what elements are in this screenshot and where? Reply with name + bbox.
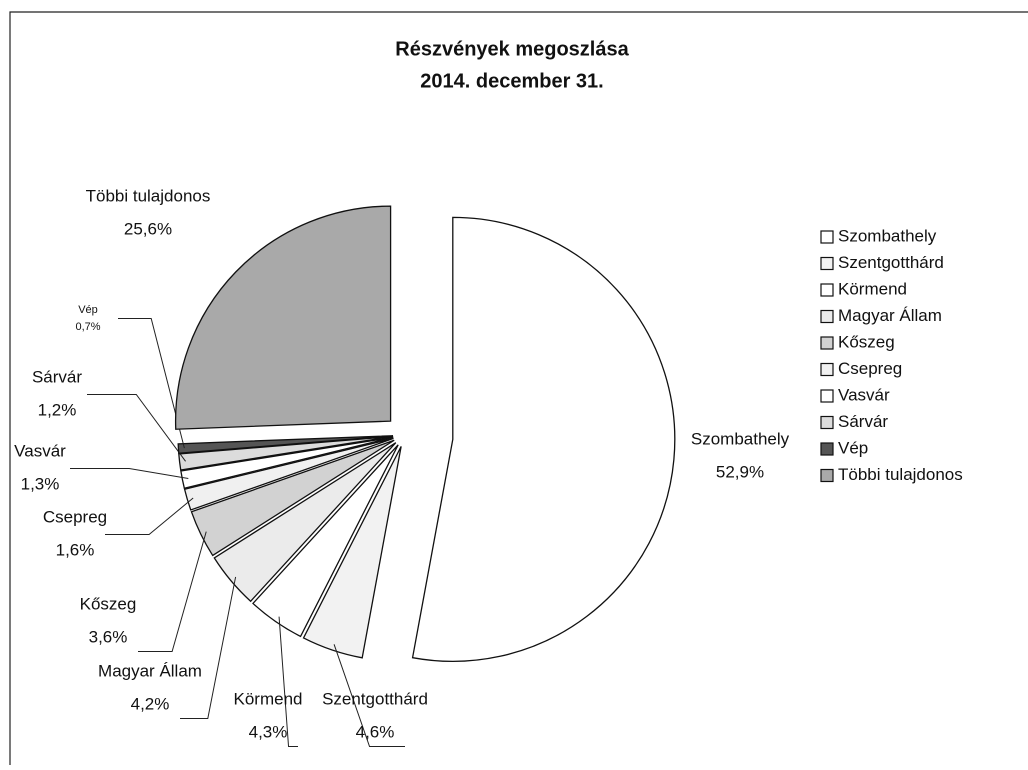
pie-slice xyxy=(178,435,394,471)
slice-value-label: 1,2% xyxy=(38,400,77,419)
legend-swatch xyxy=(820,415,834,430)
leader-line xyxy=(87,394,186,462)
slice-value-label: 25,6% xyxy=(124,219,172,238)
slice-value-label: 52,9% xyxy=(716,462,764,481)
legend-swatch xyxy=(820,362,834,377)
legend-label: Többi tulajdonos xyxy=(838,465,963,484)
legend-label: Kőszeg xyxy=(838,332,895,351)
legend-label: Magyar Állam xyxy=(838,306,942,325)
slice-label: Vép xyxy=(78,304,98,316)
slice-label: Sárvár xyxy=(32,367,82,386)
slice-label: Vasvár xyxy=(14,441,66,460)
slice-value-label: 4,2% xyxy=(131,694,170,713)
chart-border xyxy=(9,11,1028,765)
legend-swatch xyxy=(820,309,834,324)
pie-slice xyxy=(302,446,402,659)
pie-slice xyxy=(174,205,392,430)
legend-label: Vasvár xyxy=(838,385,890,404)
pie-slice xyxy=(190,439,395,557)
legend-label: Vép xyxy=(838,438,868,457)
legend-label: Szentgotthárd xyxy=(838,253,944,272)
legend-swatch xyxy=(820,283,834,297)
legend-swatch xyxy=(820,230,834,244)
pie-slice xyxy=(180,436,394,489)
leader-line xyxy=(105,497,194,535)
slice-value-label: 0,7% xyxy=(75,321,100,333)
legend-swatch xyxy=(820,256,834,271)
slice-label: Körmend xyxy=(234,689,303,708)
legend-label: Körmend xyxy=(838,279,907,298)
legend-label: Sárvár xyxy=(838,412,888,431)
slice-value-label: 1,3% xyxy=(21,474,60,493)
leader-line xyxy=(70,468,189,479)
slice-label: Kőszeg xyxy=(80,594,137,613)
chart-title: Részvények megoszlása xyxy=(395,38,629,60)
slice-label: Szentgotthárd xyxy=(322,689,428,708)
legend-swatch xyxy=(820,389,834,403)
legend-swatch xyxy=(820,442,834,456)
slice-value-label: 4,3% xyxy=(249,722,288,741)
slice-label: Magyar Állam xyxy=(98,661,202,680)
pie-slice xyxy=(252,444,399,638)
pie-slice xyxy=(183,437,394,511)
leader-line xyxy=(138,531,207,652)
leader-line xyxy=(278,616,298,747)
pie-slice xyxy=(177,435,394,454)
leader-line xyxy=(180,576,237,719)
leader-line xyxy=(333,644,405,747)
slice-value-label: 3,6% xyxy=(89,627,128,646)
legend-swatch xyxy=(820,336,834,350)
slice-value-label: 1,6% xyxy=(56,540,95,559)
slice-label: Többi tulajdonos xyxy=(86,186,211,205)
pie-slice xyxy=(213,442,397,603)
pie-slice xyxy=(411,216,676,662)
legend-label: Csepreg xyxy=(838,359,902,378)
slice-value-label: 4,6% xyxy=(356,722,395,741)
legend-swatch xyxy=(820,468,834,483)
legend-label: Szombathely xyxy=(838,226,937,245)
leader-line xyxy=(118,318,185,449)
slice-label: Szombathely xyxy=(691,429,790,448)
slice-label: Csepreg xyxy=(43,507,107,526)
chart-subtitle: 2014. december 31. xyxy=(420,70,603,92)
